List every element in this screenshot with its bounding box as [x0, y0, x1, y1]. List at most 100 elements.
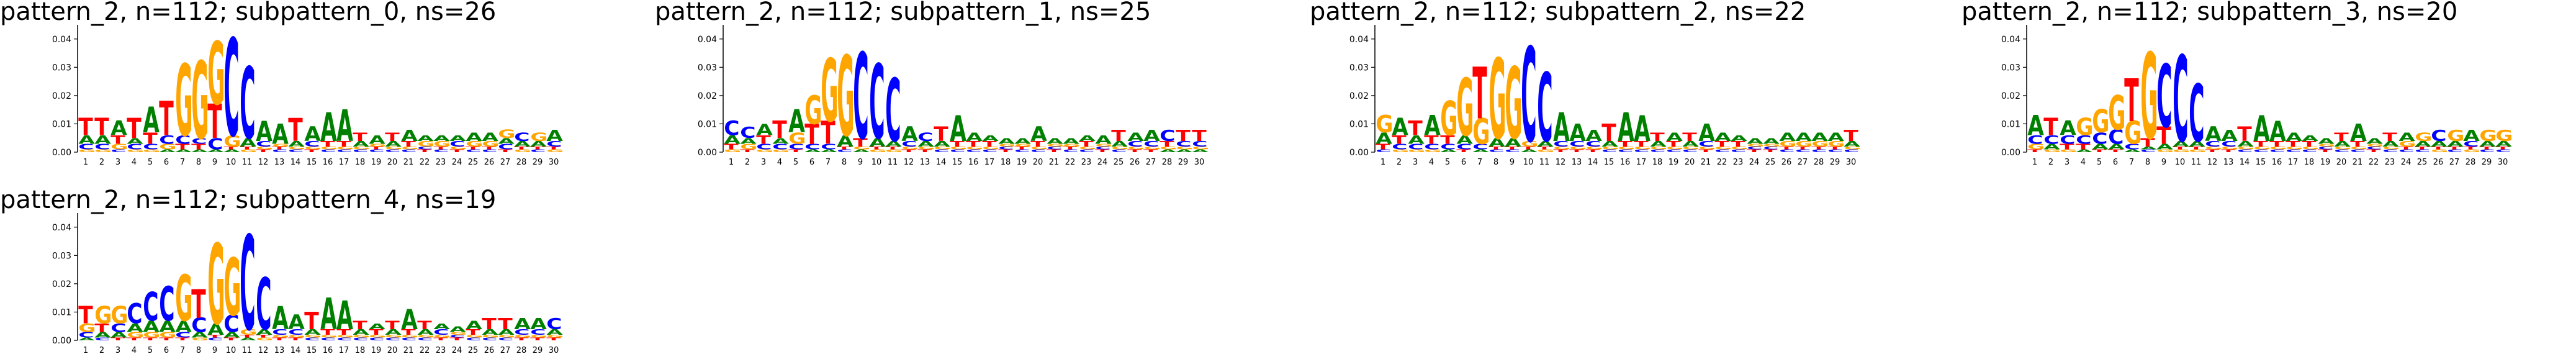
logo-letter-C: C — [2269, 148, 2285, 153]
x-tick-label: 22 — [2369, 158, 2379, 167]
x-tick-label: 7 — [180, 346, 185, 354]
x-tick-label: 16 — [1620, 158, 1631, 167]
logo-letter-T: T — [2447, 146, 2462, 150]
logo-letter-C: C — [966, 148, 981, 153]
x-tick-label: 7 — [2129, 158, 2134, 167]
y-tick-label: 0.00 — [52, 148, 71, 158]
logo-letter-C: C — [401, 148, 417, 153]
logo-letter-T: T — [223, 337, 238, 341]
logo-letter-G: G — [2398, 140, 2416, 149]
logo-letter-C: C — [1682, 148, 1698, 153]
logo-letter-G: G — [2318, 143, 2335, 147]
logo-letter-G: G — [498, 127, 515, 141]
x-tick-label: 11 — [2191, 158, 2202, 167]
x-tick-label: 27 — [1798, 158, 1808, 167]
logo-letter-G: G — [417, 334, 435, 338]
logo-letter-C: C — [530, 328, 546, 337]
logo-letter-C: C — [1160, 127, 1175, 145]
logo-letter-T: T — [853, 135, 868, 150]
x-tick-label: 21 — [2353, 158, 2363, 167]
logo-letter-T: T — [78, 113, 93, 141]
logo-letter-T: T — [1795, 146, 1810, 150]
logo-letter-A: A — [2027, 110, 2044, 142]
logo-letter-A: A — [853, 148, 870, 153]
logo-letter-A: A — [256, 116, 272, 148]
logo-letter-T: T — [514, 146, 529, 150]
logo-letter-A: A — [869, 135, 886, 150]
logo-letter-A: A — [498, 137, 515, 146]
logo-letter-G: G — [1844, 146, 1861, 150]
logo-letter-A: A — [1634, 109, 1651, 150]
logo-letter-A: A — [1176, 148, 1193, 153]
logo-letter-A: A — [2350, 119, 2367, 147]
logo-letter-G: G — [2221, 146, 2238, 150]
logo-letter-G: G — [2382, 146, 2400, 150]
logo-letter-G: G — [853, 146, 870, 150]
logo-letter-C: C — [950, 148, 965, 153]
logo-letter-T: T — [223, 146, 238, 150]
x-tick-label: 7 — [1477, 158, 1482, 167]
logo-letter-T: T — [1079, 140, 1094, 149]
x-tick-label: 12 — [258, 346, 269, 354]
logo-letter-T: T — [2189, 146, 2204, 150]
x-tick-label: 29 — [1178, 158, 1189, 167]
x-tick-label: 18 — [1001, 158, 1011, 167]
logo-letter-A: A — [1505, 135, 1521, 150]
logo-letter-G: G — [982, 146, 999, 150]
logo-letter-C: C — [1779, 148, 1795, 153]
logo-letter-C: C — [159, 133, 174, 147]
logo-letter-C: C — [256, 263, 271, 346]
logo-letter-C: C — [2124, 142, 2140, 152]
logo-letter-T: T — [1553, 148, 1568, 153]
logo-letter-C: C — [78, 142, 94, 152]
logo-letter-A: A — [804, 148, 822, 153]
logo-letter-T: T — [385, 130, 400, 144]
logo-letter-G: G — [1488, 37, 1506, 165]
logo-letter-A: A — [466, 130, 482, 144]
logo-letter-C: C — [1047, 146, 1062, 150]
x-tick-label: 5 — [1445, 158, 1450, 167]
logo-letter-A: A — [1811, 130, 1828, 144]
x-tick-label: 20 — [387, 158, 398, 167]
x-tick-label: 6 — [1461, 158, 1466, 167]
logo-letter-C: C — [1731, 148, 1746, 153]
x-tick-label: 10 — [2175, 158, 2186, 167]
logo-letter-G: G — [498, 334, 515, 338]
logo-letter-T: T — [191, 282, 206, 327]
logo-letter-G: G — [110, 301, 128, 329]
logo-letter-G: G — [1553, 146, 1570, 150]
logo-letter-A: A — [417, 134, 434, 143]
logo-letter-A: A — [256, 328, 272, 337]
logo-letter-T: T — [1456, 148, 1471, 153]
logo-letter-T: T — [2027, 148, 2042, 153]
logo-letter-C: C — [1176, 140, 1191, 149]
logo-letter-A: A — [2060, 117, 2076, 140]
logo-letter-T: T — [1666, 140, 1681, 149]
logo-letter-G: G — [2334, 146, 2351, 150]
logo-letter-G: G — [175, 262, 192, 335]
logo-letter-A: A — [2382, 140, 2399, 149]
logo-letter-C: C — [240, 47, 255, 161]
x-tick-label: 18 — [355, 158, 366, 167]
logo-letter-A: A — [546, 127, 563, 145]
logo-letter-C: C — [191, 314, 207, 337]
x-tick-label: 10 — [226, 346, 236, 354]
x-tick-label: 30 — [1846, 158, 1857, 167]
x-tick-label: 22 — [1717, 158, 1727, 167]
x-tick-label: 19 — [1669, 158, 1679, 167]
logo-letter-C: C — [482, 337, 497, 341]
logo-letter-T: T — [2479, 146, 2494, 150]
logo-letter-G: G — [2092, 104, 2109, 140]
x-tick-label: 20 — [387, 346, 398, 354]
logo-letter-C: C — [1844, 148, 1859, 153]
logo-letter-T: T — [1111, 127, 1126, 145]
logo-letter-T: T — [2237, 122, 2252, 145]
logo-letter-A: A — [1456, 133, 1473, 147]
y-tick-label: 0.00 — [52, 336, 71, 346]
logo-letter-C: C — [2092, 130, 2107, 148]
y-tick-label: 0.02 — [698, 91, 717, 101]
y-tick-label: 0.04 — [2001, 35, 2020, 45]
logo-letter-T: T — [369, 328, 384, 337]
logo-letter-A: A — [1440, 148, 1457, 153]
logo-letter-T: T — [272, 337, 287, 341]
